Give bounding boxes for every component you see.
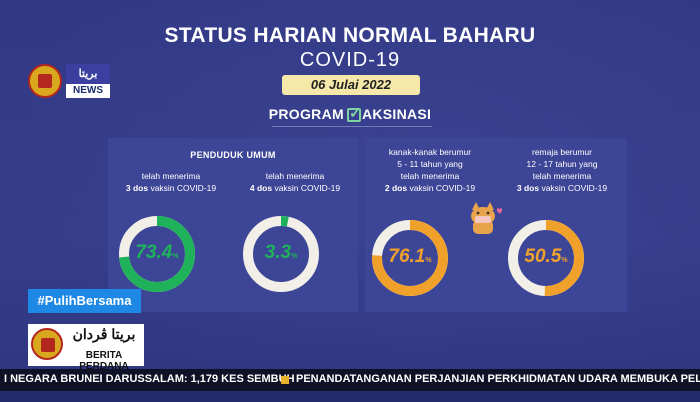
caption-children: kanak-kanak berumur 5 - 11 tahun yang te… — [384, 147, 476, 193]
ticker-separator-icon — [281, 376, 289, 384]
logo-arabic-word: بريتا — [66, 64, 110, 84]
logo-label: BERITA PERDANA — [79, 350, 129, 372]
panel-heading: PENDUDUK UMUM — [190, 150, 276, 160]
donut-arc — [508, 220, 584, 296]
donut-value: 3.3% — [264, 242, 298, 263]
donut-value: 73.4% — [135, 242, 179, 263]
donut-arc — [372, 220, 448, 296]
svg-text:♥: ♥ — [496, 207, 502, 216]
news-ticker: I NEGARA BRUNEI DARUSSALAM: 1,179 KES SE… — [0, 369, 700, 391]
cat-mascot-icon: ♥ — [471, 202, 502, 234]
caption-4-doses: telah menerima 4 dos vaksin COVID-19 — [249, 171, 341, 193]
divider — [272, 126, 432, 127]
program-suffix: AKSINASI — [361, 106, 432, 122]
berita-perdana-logo: بريتا ڤردان BERITA PERDANA — [28, 324, 144, 372]
hashtag-badge: #PulihBersama — [28, 289, 141, 313]
checkmark-icon — [346, 104, 362, 122]
logo-news-label: NEWS — [66, 84, 110, 98]
berita-news-logo: بريتا NEWS — [28, 64, 110, 98]
page-title: STATUS HARIAN NORMAL BAHARU — [164, 24, 536, 47]
caption-teens: remaja berumur 12 - 17 tahun yang telah … — [516, 147, 608, 193]
program-heading: PROGRAM AKSINASI — [0, 104, 700, 122]
page-subtitle: COVID-19 — [299, 49, 401, 71]
donut-chart: 76.1% — [371, 219, 449, 297]
donut-chart: 3.3% — [242, 215, 320, 293]
emblem-icon — [31, 328, 63, 360]
program-prefix: PROGRAM — [268, 106, 344, 122]
donut-arc — [243, 216, 319, 292]
ticker-bar — [0, 391, 700, 402]
caption-3-doses: telah menerima 3 dos vaksin COVID-19 — [125, 171, 217, 193]
date-badge: 06 Julai 2022 — [282, 75, 420, 95]
donut-arc — [119, 216, 195, 292]
donut-chart: 73.4% — [118, 215, 196, 293]
donut-value: 76.1% — [388, 246, 432, 267]
donut-chart: 50.5% — [507, 219, 585, 297]
logo-arabic-text: بريتا ڤردان — [72, 326, 136, 342]
emblem-icon — [28, 64, 62, 98]
ticker-item: PENANDATANGANAN PERJANJIAN PERKHIDMATAN … — [296, 373, 700, 385]
donut-value: 50.5% — [524, 246, 568, 267]
ticker-item: I NEGARA BRUNEI DARUSSALAM: 1,179 KES SE… — [4, 373, 295, 385]
